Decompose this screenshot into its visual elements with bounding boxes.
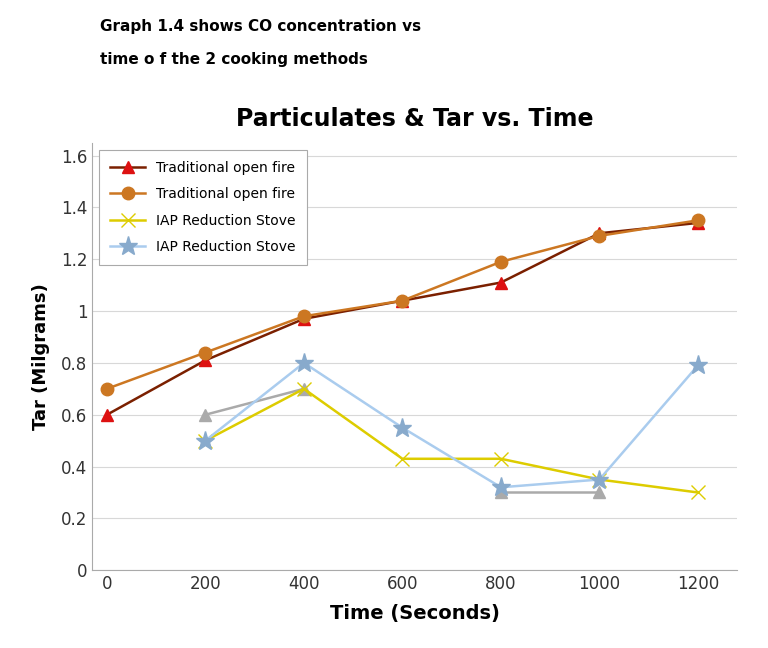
IAP Reduction Stove bbox=[694, 362, 703, 369]
Legend: Traditional open fire, Traditional open fire, IAP Reduction Stove, IAP Reduction: Traditional open fire, Traditional open … bbox=[99, 150, 306, 265]
IAP Reduction Stove bbox=[398, 424, 407, 432]
IAP Reduction Stove bbox=[200, 437, 210, 445]
Line: Traditional open fire: Traditional open fire bbox=[101, 216, 704, 421]
Traditional open fire bbox=[496, 258, 505, 266]
Traditional open fire bbox=[398, 297, 407, 305]
Traditional open fire bbox=[594, 229, 604, 237]
IAP Reduction Stove bbox=[200, 437, 210, 445]
Traditional open fire bbox=[496, 279, 505, 286]
IAP Reduction Stove bbox=[398, 455, 407, 463]
IAP Reduction Stove bbox=[496, 455, 505, 463]
Y-axis label: Tar (Milgrams): Tar (Milgrams) bbox=[31, 283, 50, 430]
Traditional open fire bbox=[694, 216, 703, 224]
IAP Reduction Stove bbox=[496, 483, 505, 491]
Traditional open fire bbox=[300, 312, 309, 320]
IAP Reduction Stove bbox=[300, 359, 309, 367]
Line: IAP Reduction Stove: IAP Reduction Stove bbox=[196, 353, 707, 497]
Title: Particulates & Tar vs. Time: Particulates & Tar vs. Time bbox=[236, 107, 594, 131]
Traditional open fire bbox=[200, 356, 210, 364]
IAP Reduction Stove bbox=[594, 476, 604, 483]
IAP Reduction Stove bbox=[594, 476, 604, 483]
Line: IAP Reduction Stove: IAP Reduction Stove bbox=[198, 382, 705, 500]
Line: Traditional open fire: Traditional open fire bbox=[101, 214, 704, 395]
Traditional open fire bbox=[694, 219, 703, 227]
IAP Reduction Stove bbox=[300, 385, 309, 393]
Traditional open fire bbox=[102, 411, 111, 419]
IAP Reduction Stove bbox=[694, 489, 703, 496]
Traditional open fire bbox=[300, 315, 309, 323]
Traditional open fire bbox=[102, 385, 111, 393]
Traditional open fire bbox=[594, 232, 604, 240]
Text: time o f the 2 cooking methods: time o f the 2 cooking methods bbox=[100, 52, 368, 67]
X-axis label: Time (Seconds): Time (Seconds) bbox=[329, 604, 500, 623]
Traditional open fire bbox=[398, 297, 407, 305]
Traditional open fire bbox=[200, 349, 210, 356]
Text: Graph 1.4 shows CO concentration vs: Graph 1.4 shows CO concentration vs bbox=[100, 19, 421, 34]
